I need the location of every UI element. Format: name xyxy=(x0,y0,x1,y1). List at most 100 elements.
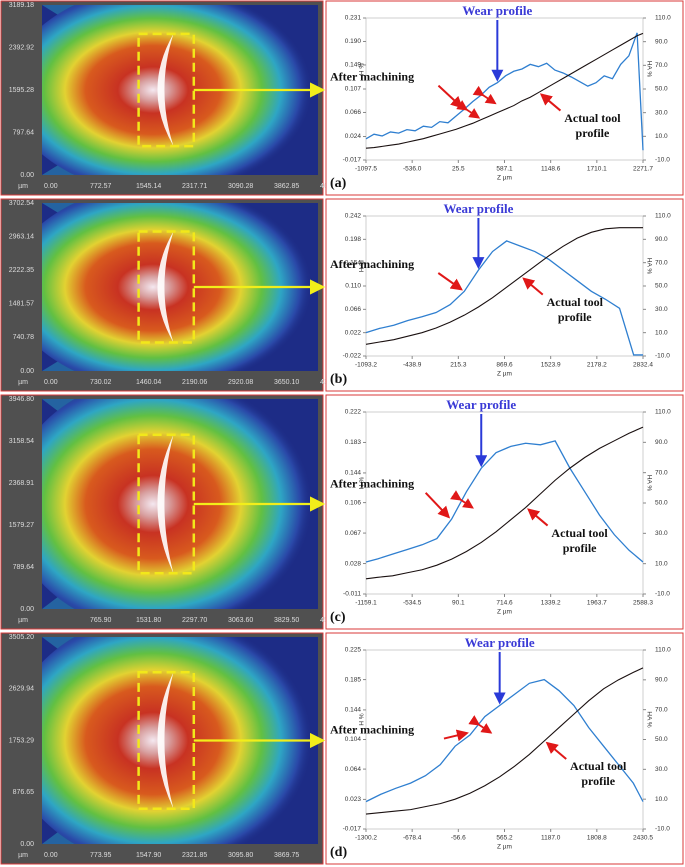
x-axis-title: Z µm xyxy=(497,371,512,378)
y2-tick-label: 70.0 xyxy=(655,259,668,266)
map-x-tick-label: 3095.80 xyxy=(228,852,253,859)
map-y-tick-label: 2963.14 xyxy=(9,233,34,240)
x-tick-label: 1187.0 xyxy=(541,835,561,842)
y-tick-label: -0.022 xyxy=(343,353,362,360)
x-tick-label: 215.3 xyxy=(450,362,467,369)
y2-tick-label: 90.0 xyxy=(655,439,668,446)
x-tick-label: 90.1 xyxy=(452,600,465,607)
y-tick-label: 0.154 xyxy=(345,259,362,266)
machining-arrow xyxy=(437,272,463,291)
tool-label-box: Actual tool profile xyxy=(564,111,620,140)
x-tick-label: -1093.2 xyxy=(355,362,377,369)
x-axis-title: Z µm xyxy=(497,844,512,851)
y2-tick-label: 50.0 xyxy=(655,500,668,507)
map-unit: µm xyxy=(18,379,28,386)
machining-arrow xyxy=(443,729,469,742)
y2-tick-label: 70.0 xyxy=(655,469,668,476)
map-y-tick-label: 3505.20 xyxy=(9,634,34,641)
y2-tick-label: 90.0 xyxy=(655,38,668,45)
y2-axis-title: HA % xyxy=(645,475,652,491)
y-tick-label: -0.017 xyxy=(343,826,362,833)
machining-label: After machining xyxy=(330,477,414,491)
tool-label-box: Actual tool profile xyxy=(551,526,607,555)
y-axis-title: H % xyxy=(359,713,366,726)
x-tick-label: -536.0 xyxy=(403,166,422,173)
map-x-tick-label: 0.00 xyxy=(44,852,58,859)
map-x-tick-label: 2920.08 xyxy=(228,379,253,386)
region-arrow xyxy=(456,100,481,119)
map-x-tick-label: 0.00 xyxy=(44,379,58,386)
crater xyxy=(157,672,174,809)
x-tick-label: 1523.9 xyxy=(541,362,561,369)
y2-tick-label: -10.0 xyxy=(655,826,670,833)
x-tick-label: -438.9 xyxy=(403,362,422,369)
y2-tick-label: 110.0 xyxy=(655,409,671,416)
y2-tick-label: -10.0 xyxy=(655,591,670,598)
y2-tick-label: 50.0 xyxy=(655,283,668,290)
map-y-tick-label: 1595.28 xyxy=(9,87,34,94)
y2-tick-label: 30.0 xyxy=(655,530,668,537)
crater xyxy=(157,231,174,343)
y-tick-label: 0.242 xyxy=(345,213,362,220)
y-tick-label: 0.225 xyxy=(345,647,362,654)
y-tick-label: 0.066 xyxy=(345,109,362,116)
region-arrow xyxy=(468,715,493,734)
map-x-tick-label: 0.00 xyxy=(44,183,58,190)
map-y-tick-label: 2392.92 xyxy=(9,44,34,51)
x-tick-label: 2832.4 xyxy=(633,362,653,369)
x-tick-label: -678.4 xyxy=(403,835,422,842)
map-y-tick-label: 740.78 xyxy=(13,334,35,341)
map-y-tick-label: 2222.35 xyxy=(9,267,34,274)
tool-label: Actual tool profile xyxy=(570,758,627,788)
x-tick-label: 565.2 xyxy=(496,835,513,842)
y-tick-label: 0.064 xyxy=(345,766,362,773)
x-tick-label: -56.6 xyxy=(451,835,466,842)
y2-tick-label: 110.0 xyxy=(655,647,671,654)
tool-label: Actual tool profile xyxy=(546,294,603,324)
map-y-tick-label: 789.64 xyxy=(13,564,35,571)
y2-tick-label: -10.0 xyxy=(655,157,670,164)
x-tick-label: 2178.2 xyxy=(587,362,607,369)
tool-profile-line xyxy=(365,667,644,815)
y-tick-label: -0.017 xyxy=(343,157,362,164)
map-x-tick-label: 1531.80 xyxy=(136,617,161,624)
map-x-tick-label: 773.95 xyxy=(90,852,112,859)
heat-core xyxy=(42,203,318,371)
y2-axis-title: HA % xyxy=(645,258,652,274)
y-tick-label: 0.028 xyxy=(345,560,362,567)
map-x-tick-label: 3829.50 xyxy=(274,617,299,624)
y-tick-label: 0.104 xyxy=(345,736,362,743)
heatmap xyxy=(42,203,318,371)
x-tick-label: 714.6 xyxy=(496,600,513,607)
wear-label: Wear profile xyxy=(465,635,535,650)
tool-label-box: Actual tool profile xyxy=(546,294,603,324)
y-tick-label: -0.011 xyxy=(343,591,361,598)
map-x-tick-label: 1547.90 xyxy=(136,852,161,859)
crater xyxy=(157,434,174,574)
tool-arrow xyxy=(527,508,549,527)
y-axis-title: H % xyxy=(359,260,366,273)
map-y-tick-label: 0.00 xyxy=(20,841,34,848)
machining-label: After machining xyxy=(330,722,414,736)
x-tick-label: -1159.1 xyxy=(355,600,377,607)
panel-label: (a) xyxy=(330,176,347,191)
tool-profile-line xyxy=(365,32,644,149)
map-unit: µm xyxy=(18,852,28,859)
map-x-tick-label: 3090.28 xyxy=(228,183,253,190)
x-tick-label: -534.5 xyxy=(403,600,422,607)
y-tick-label: 0.066 xyxy=(345,306,362,313)
tool-profile-line xyxy=(365,426,644,580)
heat-core xyxy=(42,5,318,175)
x-tick-label: 2271.7 xyxy=(633,166,653,173)
y2-tick-label: -10.0 xyxy=(655,353,670,360)
map-y-tick-label: 3189.18 xyxy=(9,2,34,9)
map-x-tick-label: 3063.60 xyxy=(228,617,253,624)
y-axis-title: H % xyxy=(359,477,366,490)
wear-profile-line xyxy=(365,32,644,151)
chart-panel xyxy=(325,632,684,865)
y2-tick-label: 10.0 xyxy=(655,133,668,140)
machining-label: After machining xyxy=(330,257,414,271)
map-y-tick-label: 1481.57 xyxy=(9,301,34,308)
